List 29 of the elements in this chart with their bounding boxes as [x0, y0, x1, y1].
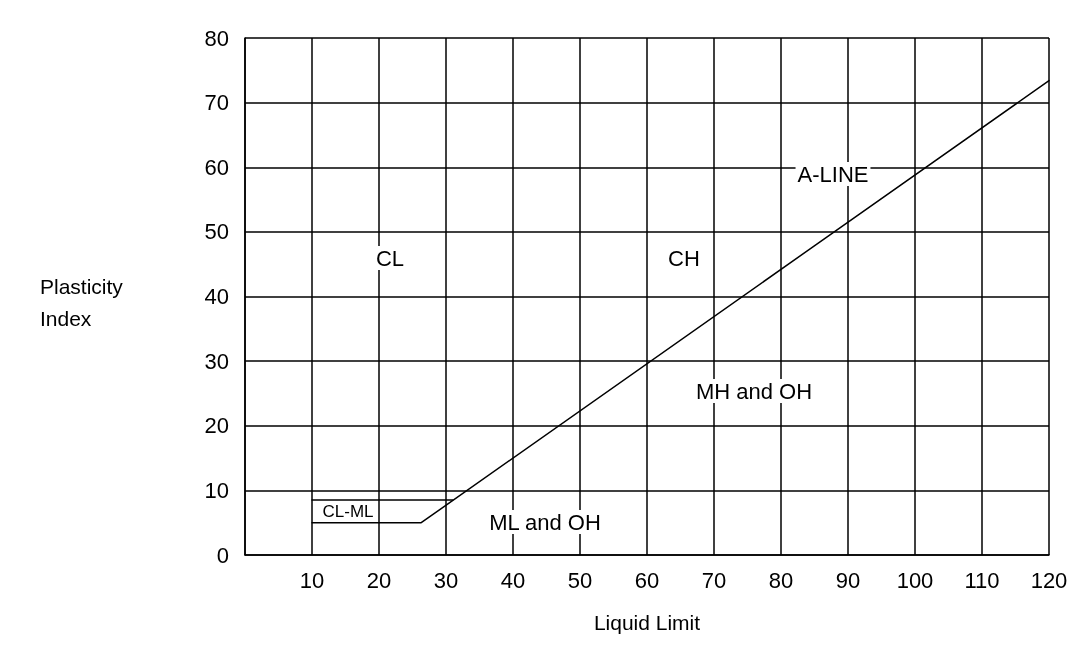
y-axis-title: Plasticity Index [40, 274, 124, 330]
y-tick-label: 60 [204, 154, 229, 180]
x-tick-label: 40 [500, 567, 526, 593]
x-axis-title: Liquid Limit [593, 610, 701, 634]
y-tick-label: 20 [204, 413, 229, 439]
x-tick-label: 110 [964, 567, 1000, 593]
x-tick-label: 50 [567, 567, 593, 593]
annotation: MH and OH [695, 378, 813, 404]
y-tick-label: 40 [204, 284, 229, 309]
x-tick-label: 70 [701, 567, 727, 593]
y-tick-label: 30 [204, 348, 229, 374]
x-tick-label: 60 [634, 567, 660, 593]
y-tick-label: 50 [204, 219, 229, 245]
y-tick-label: 10 [204, 477, 229, 503]
y-tick-label: 70 [204, 90, 229, 116]
x-tick-label: 90 [835, 567, 861, 593]
x-tick-label: 10 [299, 567, 325, 593]
x-tick-label: 20 [366, 567, 392, 593]
annotation: CL-ML [322, 501, 374, 521]
x-tick-label: 80 [768, 567, 794, 593]
x-tick-label: 30 [433, 567, 459, 593]
x-tick-label: 100 [896, 567, 934, 593]
y-tick-label: 0 [216, 542, 229, 568]
annotation: CH [668, 245, 700, 271]
x-tick-label: 120 [1030, 567, 1068, 593]
annotation: A-LINE [797, 161, 869, 187]
annotation: CL [375, 245, 405, 271]
annotation: ML and OH [489, 509, 601, 535]
y-tick-label: 80 [204, 25, 229, 51]
